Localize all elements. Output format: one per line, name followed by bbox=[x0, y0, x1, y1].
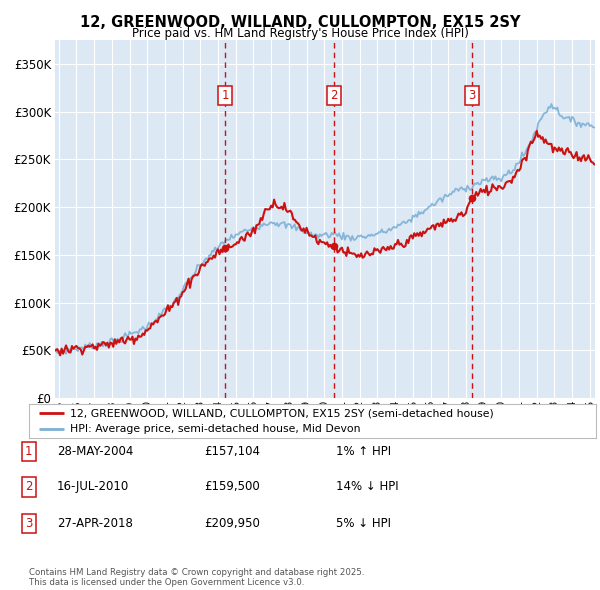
Text: Price paid vs. HM Land Registry's House Price Index (HPI): Price paid vs. HM Land Registry's House … bbox=[131, 27, 469, 40]
Text: 28-MAY-2004: 28-MAY-2004 bbox=[57, 445, 133, 458]
Text: 16-JUL-2010: 16-JUL-2010 bbox=[57, 480, 129, 493]
Text: 1% ↑ HPI: 1% ↑ HPI bbox=[336, 445, 391, 458]
Text: 12, GREENWOOD, WILLAND, CULLOMPTON, EX15 2SY: 12, GREENWOOD, WILLAND, CULLOMPTON, EX15… bbox=[80, 15, 520, 30]
Text: 2: 2 bbox=[330, 89, 338, 102]
Text: 5% ↓ HPI: 5% ↓ HPI bbox=[336, 517, 391, 530]
Text: £157,104: £157,104 bbox=[204, 445, 260, 458]
Text: 3: 3 bbox=[25, 517, 32, 530]
Text: £159,500: £159,500 bbox=[204, 480, 260, 493]
Text: HPI: Average price, semi-detached house, Mid Devon: HPI: Average price, semi-detached house,… bbox=[70, 424, 360, 434]
Text: 12, GREENWOOD, WILLAND, CULLOMPTON, EX15 2SY (semi-detached house): 12, GREENWOOD, WILLAND, CULLOMPTON, EX15… bbox=[70, 408, 493, 418]
Text: 1: 1 bbox=[25, 445, 32, 458]
Text: Contains HM Land Registry data © Crown copyright and database right 2025.
This d: Contains HM Land Registry data © Crown c… bbox=[29, 568, 364, 587]
Text: 3: 3 bbox=[468, 89, 475, 102]
Text: 1: 1 bbox=[221, 89, 229, 102]
Text: £209,950: £209,950 bbox=[204, 517, 260, 530]
Text: 27-APR-2018: 27-APR-2018 bbox=[57, 517, 133, 530]
Text: 14% ↓ HPI: 14% ↓ HPI bbox=[336, 480, 398, 493]
Text: 2: 2 bbox=[25, 480, 32, 493]
